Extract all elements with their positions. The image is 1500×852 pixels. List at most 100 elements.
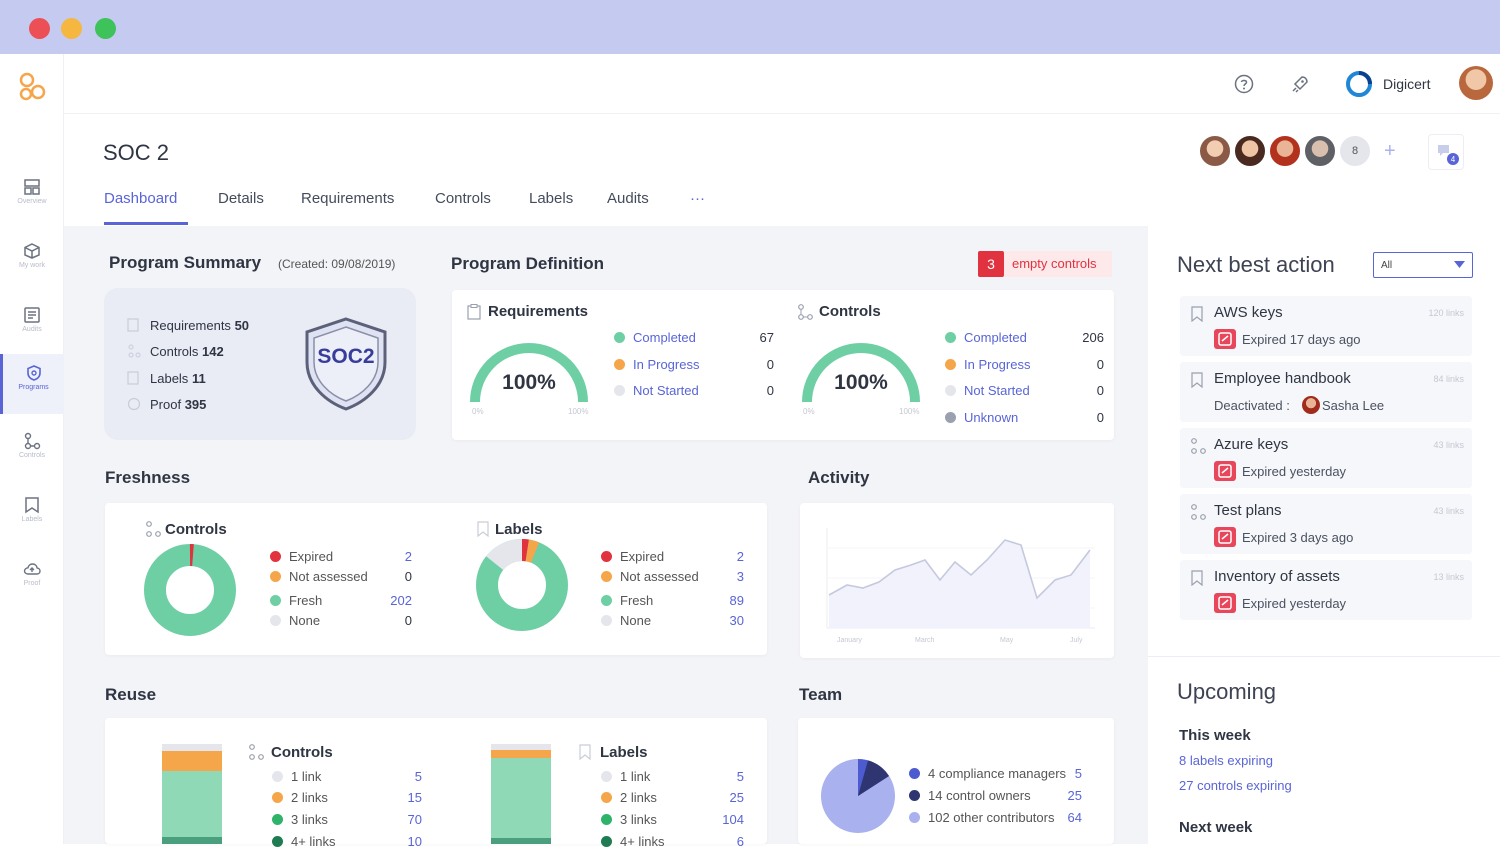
requirements-title: Requirements [488, 303, 589, 320]
maximize-window-button[interactable] [95, 18, 116, 39]
team-avatar[interactable] [1268, 134, 1302, 168]
legend-2-links[interactable]: 2 links [272, 790, 328, 808]
person-avatar [1302, 396, 1320, 414]
add-member-icon[interactable]: + [1384, 140, 1396, 162]
upcoming-link[interactable]: 27 controls expiring [1179, 778, 1292, 793]
upcoming-link[interactable]: 8 labels expiring [1179, 753, 1273, 768]
legend-value: 3 [736, 569, 744, 584]
tab-more[interactable]: ··· [690, 190, 705, 207]
legend-value: 10 [407, 834, 422, 849]
action-item[interactable]: Inventory of assets 13 links Expired yes… [1180, 560, 1472, 620]
legend-not-assessed[interactable]: Not assessed [601, 569, 699, 587]
legend-none[interactable]: None [270, 613, 320, 631]
legend-none[interactable]: None [601, 613, 651, 631]
legend-4-plus-links[interactable]: 4+ links [601, 834, 664, 852]
legend-fresh[interactable]: Fresh [601, 593, 653, 611]
filter-select[interactable]: All [1373, 252, 1473, 278]
action-item[interactable]: Azure keys 43 links Expired yesterday [1180, 428, 1472, 488]
legend-1-link[interactable]: 1 link [272, 769, 321, 787]
legend-value: 25 [1067, 788, 1082, 803]
legend-compliance-managers[interactable]: 4 compliance managers [909, 766, 1066, 784]
legend-expired[interactable]: Expired [601, 549, 664, 567]
empty-controls-count[interactable]: 3 [978, 251, 1004, 277]
label-icon [1191, 306, 1203, 322]
team-count-badge[interactable]: 8 [1338, 134, 1372, 168]
sidebar-item-audits[interactable]: Audits [0, 296, 64, 352]
rocket-icon[interactable] [1290, 74, 1310, 99]
action-item[interactable]: AWS keys 120 links Expired 17 days ago [1180, 296, 1472, 356]
legend-value: 6 [736, 834, 744, 849]
empty-controls-label[interactable]: empty controls [1004, 251, 1112, 277]
minimize-window-button[interactable] [61, 18, 82, 39]
notifications-button[interactable]: 4 [1428, 134, 1464, 170]
expired-icon [1214, 527, 1236, 547]
legend-value: 0 [404, 569, 412, 584]
sidebar-item-label: Controls [18, 452, 46, 459]
legend-not-started[interactable]: Not Started [614, 383, 699, 401]
tab-audits[interactable]: Audits [607, 190, 649, 207]
legend-2-links[interactable]: 2 links [601, 790, 657, 808]
legend-value: 202 [390, 593, 412, 608]
action-item[interactable]: Test plans 43 links Expired 3 days ago [1180, 494, 1472, 554]
action-links: 43 links [1433, 440, 1464, 450]
shield-icon [26, 365, 41, 381]
sidebar-item-overview[interactable]: Overview [0, 168, 64, 224]
action-person[interactable]: Sasha Lee [1322, 398, 1385, 413]
gauge-max-label: 100% [899, 407, 920, 416]
sidebar-item-proof[interactable]: Proof [0, 550, 64, 606]
filter-value: All [1381, 260, 1393, 271]
legend-3-links[interactable]: 3 links [601, 812, 657, 830]
close-window-button[interactable] [29, 18, 50, 39]
summary-row: Controls 142 [150, 344, 224, 359]
activity-line-chart: January March May July [826, 528, 1095, 644]
legend-completed[interactable]: Completed [614, 330, 696, 348]
action-links: 84 links [1433, 374, 1464, 384]
legend-value: 2 [736, 549, 744, 564]
legend-in-progress[interactable]: In Progress [614, 357, 699, 375]
chat-icon: 4 [1438, 145, 1459, 165]
controls-icon [797, 304, 813, 325]
tab-labels[interactable]: Labels [529, 190, 574, 207]
legend-not-assessed[interactable]: Not assessed [270, 569, 368, 587]
legend-control-owners[interactable]: 14 control owners [909, 788, 1031, 806]
legend-value: 30 [729, 613, 744, 628]
legend-unknown[interactable]: Unknown [945, 410, 1018, 428]
user-avatar[interactable] [1459, 66, 1493, 100]
controls-icon [248, 744, 264, 765]
action-item[interactable]: Employee handbook 84 links Deactivated :… [1180, 362, 1472, 422]
tab-requirements[interactable]: Requirements [301, 190, 395, 207]
legend-in-progress[interactable]: In Progress [945, 357, 1030, 375]
activity-title: Activity [808, 468, 870, 487]
tab-details[interactable]: Details [218, 190, 264, 207]
org-name[interactable]: Digicert [1383, 76, 1431, 92]
legend-other-contributors[interactable]: 102 other contributors [909, 810, 1054, 828]
sidebar-item-controls[interactable]: Controls [0, 422, 64, 478]
app-logo-icon[interactable] [18, 72, 46, 107]
tab-dashboard[interactable]: Dashboard [104, 190, 178, 207]
legend-3-links[interactable]: 3 links [272, 812, 328, 830]
action-links: 43 links [1433, 506, 1464, 516]
team-avatar[interactable] [1198, 134, 1232, 168]
sidebar-item-programs[interactable]: Programs [0, 354, 64, 414]
tab-controls[interactable]: Controls [435, 190, 491, 207]
action-title: Test plans [1214, 502, 1282, 519]
summary-row: Proof 395 [150, 397, 207, 412]
upcoming-title: Upcoming [1177, 679, 1277, 704]
soc2-badge-text: SOC2 [317, 345, 375, 368]
team-avatar[interactable] [1303, 134, 1337, 168]
legend-expired[interactable]: Expired [270, 549, 333, 567]
sidebar-item-labels[interactable]: Labels [0, 486, 64, 542]
legend-not-started[interactable]: Not Started [945, 383, 1030, 401]
help-icon[interactable] [1234, 74, 1254, 99]
legend-4-plus-links[interactable]: 4+ links [272, 834, 335, 852]
controls-gauge [802, 343, 920, 403]
legend-1-link[interactable]: 1 link [601, 769, 650, 787]
program-header [64, 114, 1500, 226]
legend-fresh[interactable]: Fresh [270, 593, 322, 611]
org-logo-icon[interactable] [1344, 69, 1374, 104]
proof-icon [127, 397, 141, 416]
page-title: SOC 2 [103, 140, 170, 165]
team-avatar[interactable] [1233, 134, 1267, 168]
sidebar-item-my-work[interactable]: My work [0, 232, 64, 288]
legend-completed[interactable]: Completed [945, 330, 1027, 348]
